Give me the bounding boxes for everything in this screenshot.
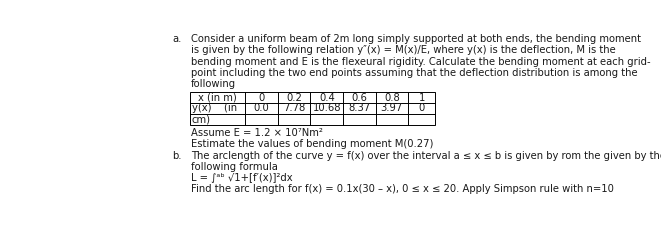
Text: 0.4: 0.4: [319, 93, 334, 103]
Text: 0.6: 0.6: [352, 93, 368, 103]
Text: x (in m): x (in m): [198, 93, 237, 103]
Text: bending moment and E is the flexeural rigidity. Calculate the bending moment at : bending moment and E is the flexeural ri…: [191, 57, 650, 66]
Text: y(x)    (in: y(x) (in: [192, 103, 237, 113]
Text: following: following: [191, 79, 236, 89]
Text: 1: 1: [418, 93, 425, 103]
Text: 0: 0: [418, 103, 425, 113]
Text: Consider a uniform beam of 2m long simply supported at both ends, the bending mo: Consider a uniform beam of 2m long simpl…: [191, 34, 641, 44]
Text: 7.78: 7.78: [283, 103, 305, 113]
Text: point including the two end points assuming that the deflection distribution is : point including the two end points assum…: [191, 68, 638, 78]
Text: Estimate the values of bending moment M(0.27): Estimate the values of bending moment M(…: [191, 139, 434, 149]
Text: 0: 0: [258, 93, 265, 103]
Text: L = ∫ᵃᵇ √1+[f′(x)]²dx: L = ∫ᵃᵇ √1+[f′(x)]²dx: [191, 173, 293, 183]
Text: 8.37: 8.37: [348, 103, 370, 113]
Bar: [190, 92, 435, 125]
Text: 0.2: 0.2: [286, 93, 302, 103]
Text: 0.0: 0.0: [254, 103, 270, 113]
Text: 3.97: 3.97: [381, 103, 403, 113]
Text: The arclength of the curve y = f(x) over the interval a ≤ x ≤ b is given by rom : The arclength of the curve y = f(x) over…: [191, 151, 661, 161]
Text: is given by the following relation y″(x) = M(x)/E, where y(x) is the deflection,: is given by the following relation y″(x)…: [191, 45, 616, 55]
Text: cm): cm): [192, 114, 211, 124]
Text: following formula: following formula: [191, 162, 278, 172]
Text: 0.8: 0.8: [384, 93, 400, 103]
Text: Find the arc length for f(x) = 0.1x(30 – x), 0 ≤ x ≤ 20. Apply Simpson rule with: Find the arc length for f(x) = 0.1x(30 –…: [191, 184, 614, 194]
Text: 10.68: 10.68: [313, 103, 341, 113]
Text: a.: a.: [173, 34, 182, 44]
Text: b.: b.: [173, 151, 182, 161]
Text: Assume E = 1.2 × 10⁷Nm²: Assume E = 1.2 × 10⁷Nm²: [191, 128, 323, 138]
